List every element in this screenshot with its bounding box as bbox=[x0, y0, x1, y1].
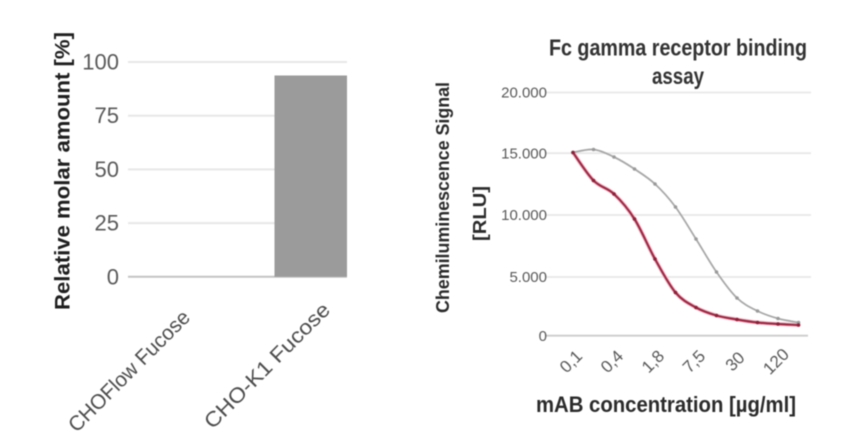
svg-text:mAB concentration [µg/ml]: mAB concentration [µg/ml] bbox=[536, 392, 796, 417]
svg-text:[RLU]: [RLU] bbox=[470, 186, 490, 241]
svg-text:assay: assay bbox=[652, 63, 704, 89]
svg-text:Chemiluminescence Signal: Chemiluminescence Signal bbox=[433, 82, 453, 313]
svg-text:CHO-K1 Fucose: CHO-K1 Fucose bbox=[200, 298, 335, 433]
svg-text:15.000: 15.000 bbox=[501, 145, 547, 162]
svg-text:100: 100 bbox=[82, 50, 119, 75]
svg-text:Relative molar amount [%]: Relative molar amount [%] bbox=[52, 32, 75, 310]
svg-text:10.000: 10.000 bbox=[501, 207, 547, 224]
svg-text:1,8: 1,8 bbox=[638, 347, 668, 377]
svg-text:120: 120 bbox=[759, 345, 792, 378]
svg-text:0,1: 0,1 bbox=[556, 347, 586, 377]
svg-text:75: 75 bbox=[95, 103, 119, 128]
svg-text:CHOFlow Fucose: CHOFlow Fucose bbox=[64, 306, 195, 437]
svg-text:7,5: 7,5 bbox=[679, 347, 709, 377]
svg-text:Fc gamma receptor binding: Fc gamma receptor binding bbox=[549, 35, 807, 61]
svg-text:20.000: 20.000 bbox=[501, 85, 547, 102]
svg-text:50: 50 bbox=[95, 157, 119, 182]
svg-text:0: 0 bbox=[107, 264, 119, 289]
svg-text:30: 30 bbox=[722, 348, 749, 375]
svg-text:5.000: 5.000 bbox=[509, 269, 547, 286]
svg-text:0: 0 bbox=[539, 328, 547, 345]
svg-text:0,4: 0,4 bbox=[597, 347, 627, 377]
svg-text:25: 25 bbox=[95, 211, 119, 236]
